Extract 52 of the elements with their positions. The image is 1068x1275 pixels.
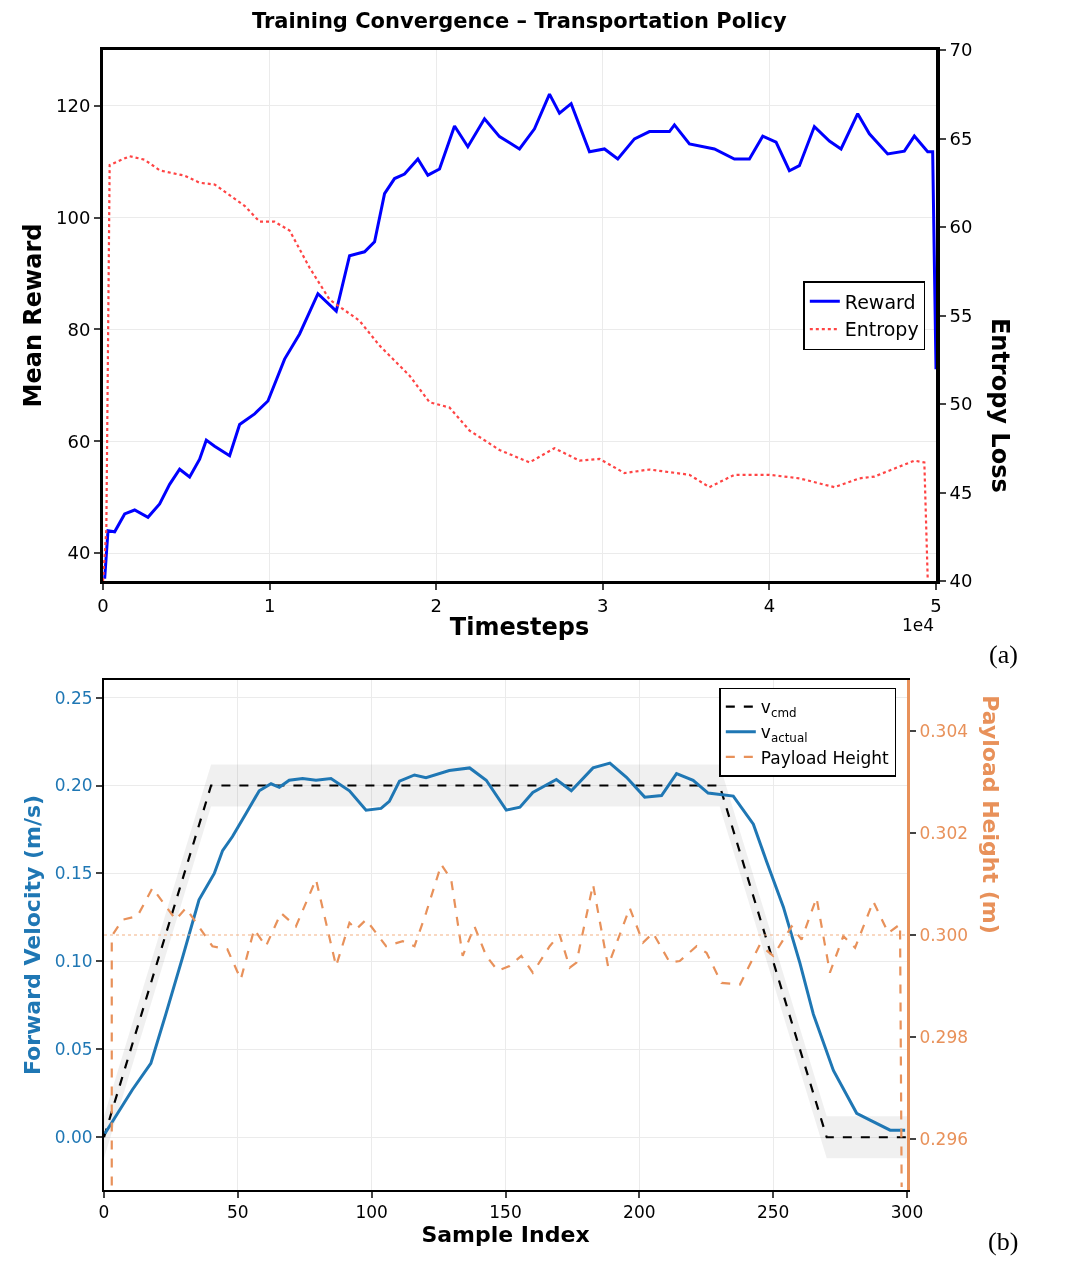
y2-tick-label: 0.300 — [919, 924, 969, 945]
y2-tick-label: 0.296 — [919, 1128, 969, 1149]
legend-label: Entropy — [844, 318, 919, 341]
text: 1e4 — [902, 615, 935, 635]
x-tick-label: 100 — [355, 1202, 388, 1223]
y2-tick-label: 50 — [949, 393, 973, 415]
y2-tick-label: 60 — [949, 216, 973, 238]
x-tick-label: 250 — [756, 1202, 790, 1223]
y2-tick-label: 70 — [949, 39, 973, 61]
x-tick-label: 5 — [930, 594, 942, 616]
y2-tick-label: 0.298 — [919, 1026, 969, 1047]
y2-tick-label: 65 — [949, 127, 973, 149]
legend-label: v$_{actual}$ — [760, 722, 808, 745]
y-tick-label: 0.15 — [54, 863, 93, 884]
x-tick-label: 200 — [623, 1202, 656, 1223]
x-tick-label: 4 — [763, 594, 776, 616]
chart-title: Training Convergence – Transportation Policy — [252, 9, 787, 33]
x-tick-label: 0 — [97, 594, 109, 616]
x-tick-label: 1 — [263, 594, 276, 616]
y-tick-label: 60 — [67, 430, 91, 452]
legend-label: v$_{cmd}$ — [760, 697, 797, 720]
y2-tick-label: 55 — [949, 304, 973, 326]
y-tick-label: 0.10 — [54, 951, 93, 972]
y2-tick-label: 45 — [949, 481, 973, 503]
y-tick-label: 0.00 — [54, 1127, 93, 1148]
x-tick-label: 3 — [597, 594, 609, 616]
y2-tick-label: 0.304 — [919, 720, 969, 741]
line-series — [110, 863, 903, 1189]
x-axis-title: Timesteps — [449, 612, 590, 641]
y-tick-label: 120 — [56, 95, 91, 117]
x-tick-label: 50 — [227, 1202, 249, 1223]
y-axis-title: Mean Reward — [19, 223, 48, 408]
legend-label: Payload Height — [760, 747, 890, 768]
y-tick-label: 0.25 — [54, 687, 93, 708]
y-axis-title: Forward Velocity (m/s) — [20, 794, 46, 1076]
y2-axis-title: Payload Height (m) — [977, 695, 1003, 934]
x-tick-label: 2 — [430, 594, 442, 616]
y2-tick-label: 0.302 — [919, 822, 969, 843]
y2-axis-title: Entropy Loss — [986, 317, 1015, 493]
x-axis-title: Sample Index — [421, 1222, 590, 1248]
y-tick-label: 0.20 — [54, 775, 93, 796]
y2-tick-label: 40 — [949, 570, 973, 592]
x-tick-label: 0 — [98, 1202, 110, 1223]
y-tick-label: 40 — [67, 542, 91, 564]
x-tick-label: 300 — [890, 1202, 924, 1223]
text: (b) — [988, 1227, 1019, 1256]
x-tick-label: 150 — [489, 1202, 522, 1223]
text: (a) — [989, 640, 1018, 669]
y-tick-label: 80 — [67, 318, 91, 340]
y-tick-label: 100 — [56, 206, 91, 228]
y-tick-label: 0.05 — [54, 1039, 93, 1060]
legend-label: Reward — [844, 290, 916, 313]
